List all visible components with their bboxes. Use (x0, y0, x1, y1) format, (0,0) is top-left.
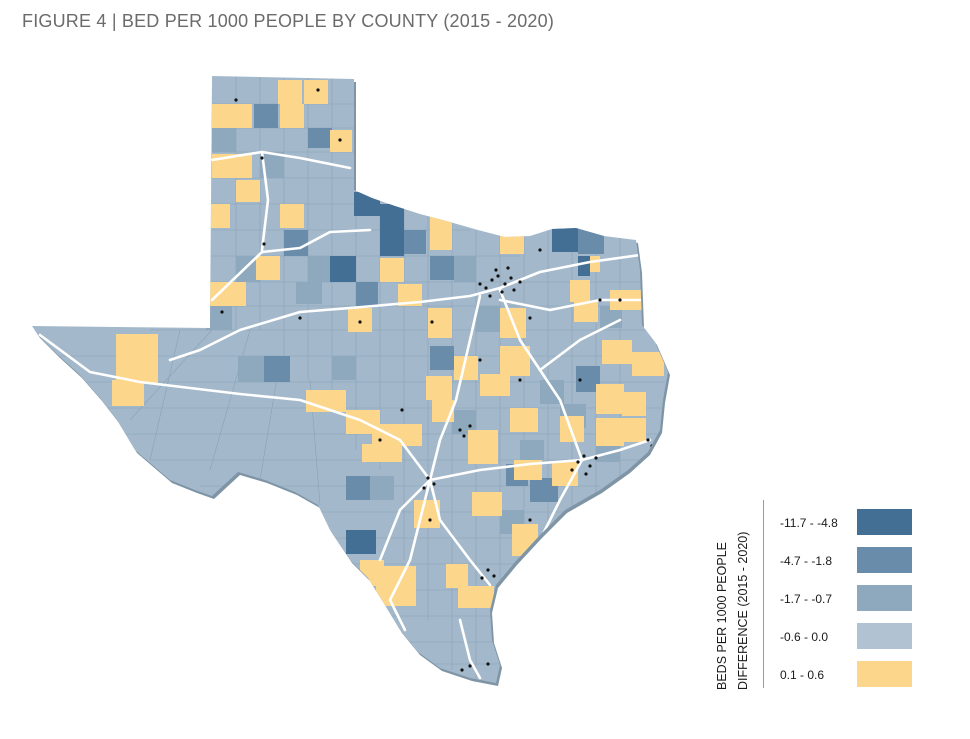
city-dots (46, 88, 654, 672)
counties-class-5 (112, 80, 664, 608)
legend-title-line2: DIFFERENCE (2015 - 2020) (736, 531, 750, 690)
legend-swatch (857, 509, 912, 535)
legend-label: -1.7 - -0.7 (780, 592, 833, 606)
figure-title: FIGURE 4 | BED PER 1000 PEOPLE BY COUNTY… (22, 11, 555, 31)
legend-label: -11.7 - -4.8 (780, 516, 838, 530)
counties-class-3 (206, 128, 622, 534)
legend-label: -4.7 - -1.8 (780, 554, 833, 568)
counties-class-2 (254, 104, 604, 502)
legend-item: 0.1 - 0.6 (780, 661, 915, 689)
legend-title: BEDS PER 1000 PEOPLE DIFFERENCE (2015 - … (712, 532, 754, 690)
legend-swatch (857, 585, 912, 611)
legend-swatch (857, 661, 912, 687)
legend-item: -1.7 - -0.7 (780, 585, 915, 613)
legend-swatch (857, 547, 912, 573)
legend-swatch (857, 623, 912, 649)
highways (38, 150, 652, 680)
legend-item: -0.6 - 0.0 (780, 623, 915, 651)
legend-divider (763, 500, 764, 688)
county-layer (38, 76, 665, 680)
legend-label: -0.6 - 0.0 (780, 630, 829, 644)
legend-label: 0.1 - 0.6 (780, 668, 825, 682)
legend-item: -11.7 - -4.8 (780, 509, 915, 537)
legend-item: -4.7 - -1.8 (780, 547, 915, 575)
legend-title-line1: BEDS PER 1000 PEOPLE (715, 542, 729, 690)
